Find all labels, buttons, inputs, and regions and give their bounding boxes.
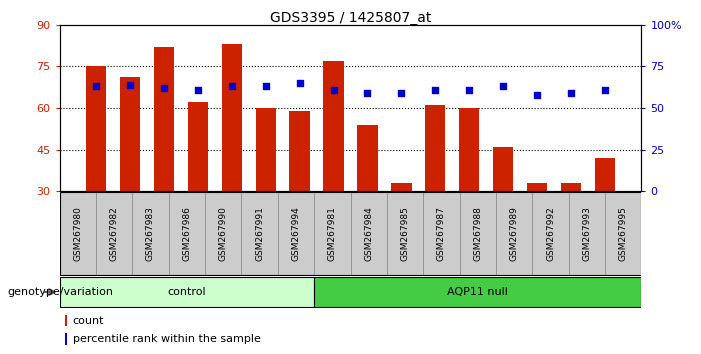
Bar [169,192,205,275]
Bar [323,61,343,191]
Text: AQP11 null: AQP11 null [447,287,508,297]
Text: genotype/variation: genotype/variation [7,287,113,297]
Point [463,87,475,92]
Point [599,87,611,92]
Text: GSM267982: GSM267982 [109,206,118,261]
Bar [241,192,278,275]
Text: GSM267988: GSM267988 [473,206,482,261]
Bar [561,183,581,191]
Bar [496,192,532,275]
Bar [86,67,107,191]
Bar [96,192,132,275]
Bar [423,192,460,275]
Bar [569,192,605,275]
Bar [278,192,314,275]
Point [90,84,102,89]
Point [192,87,203,92]
Point [531,92,543,97]
Bar [527,183,547,191]
Text: control: control [168,287,206,297]
Text: count: count [73,316,104,326]
Bar [188,102,208,191]
Bar [358,125,378,191]
Bar [222,44,242,191]
Bar [65,333,67,345]
Point [294,80,305,86]
Point [565,90,576,96]
Text: GDS3395 / 1425807_at: GDS3395 / 1425807_at [270,11,431,25]
Bar [120,78,140,191]
Bar [460,192,496,275]
Bar [532,192,569,275]
Bar [132,192,169,275]
Point [396,90,407,96]
Point [158,85,170,91]
Text: GSM267992: GSM267992 [546,206,555,261]
Bar [391,183,411,191]
Bar [425,105,445,191]
Point [430,87,441,92]
Bar [314,277,641,307]
Text: GSM267994: GSM267994 [292,206,301,261]
Text: GSM267983: GSM267983 [146,206,155,261]
Text: GSM267986: GSM267986 [182,206,191,261]
Bar [65,315,67,326]
Text: GSM267984: GSM267984 [365,206,373,261]
Point [260,84,271,89]
Point [328,87,339,92]
Text: GSM267993: GSM267993 [583,206,592,261]
Text: GSM267989: GSM267989 [510,206,519,261]
Bar [594,158,615,191]
Text: GSM267991: GSM267991 [255,206,264,261]
Bar [290,111,310,191]
Text: GSM267990: GSM267990 [219,206,228,261]
Point [498,84,509,89]
Point [362,90,373,96]
Point [226,84,238,89]
Bar [60,192,96,275]
Bar [605,192,641,275]
Point [125,82,136,87]
Bar [205,192,241,275]
Bar [256,108,276,191]
Text: GSM267995: GSM267995 [619,206,627,261]
Bar [350,192,387,275]
Bar [459,108,479,191]
Bar [314,192,350,275]
Bar [60,277,314,307]
Text: GSM267985: GSM267985 [400,206,409,261]
Bar [154,47,174,191]
Text: percentile rank within the sample: percentile rank within the sample [73,334,261,344]
Text: GSM267987: GSM267987 [437,206,446,261]
Text: GSM267981: GSM267981 [328,206,336,261]
Bar [387,192,423,275]
Text: GSM267980: GSM267980 [74,206,82,261]
Bar [493,147,513,191]
